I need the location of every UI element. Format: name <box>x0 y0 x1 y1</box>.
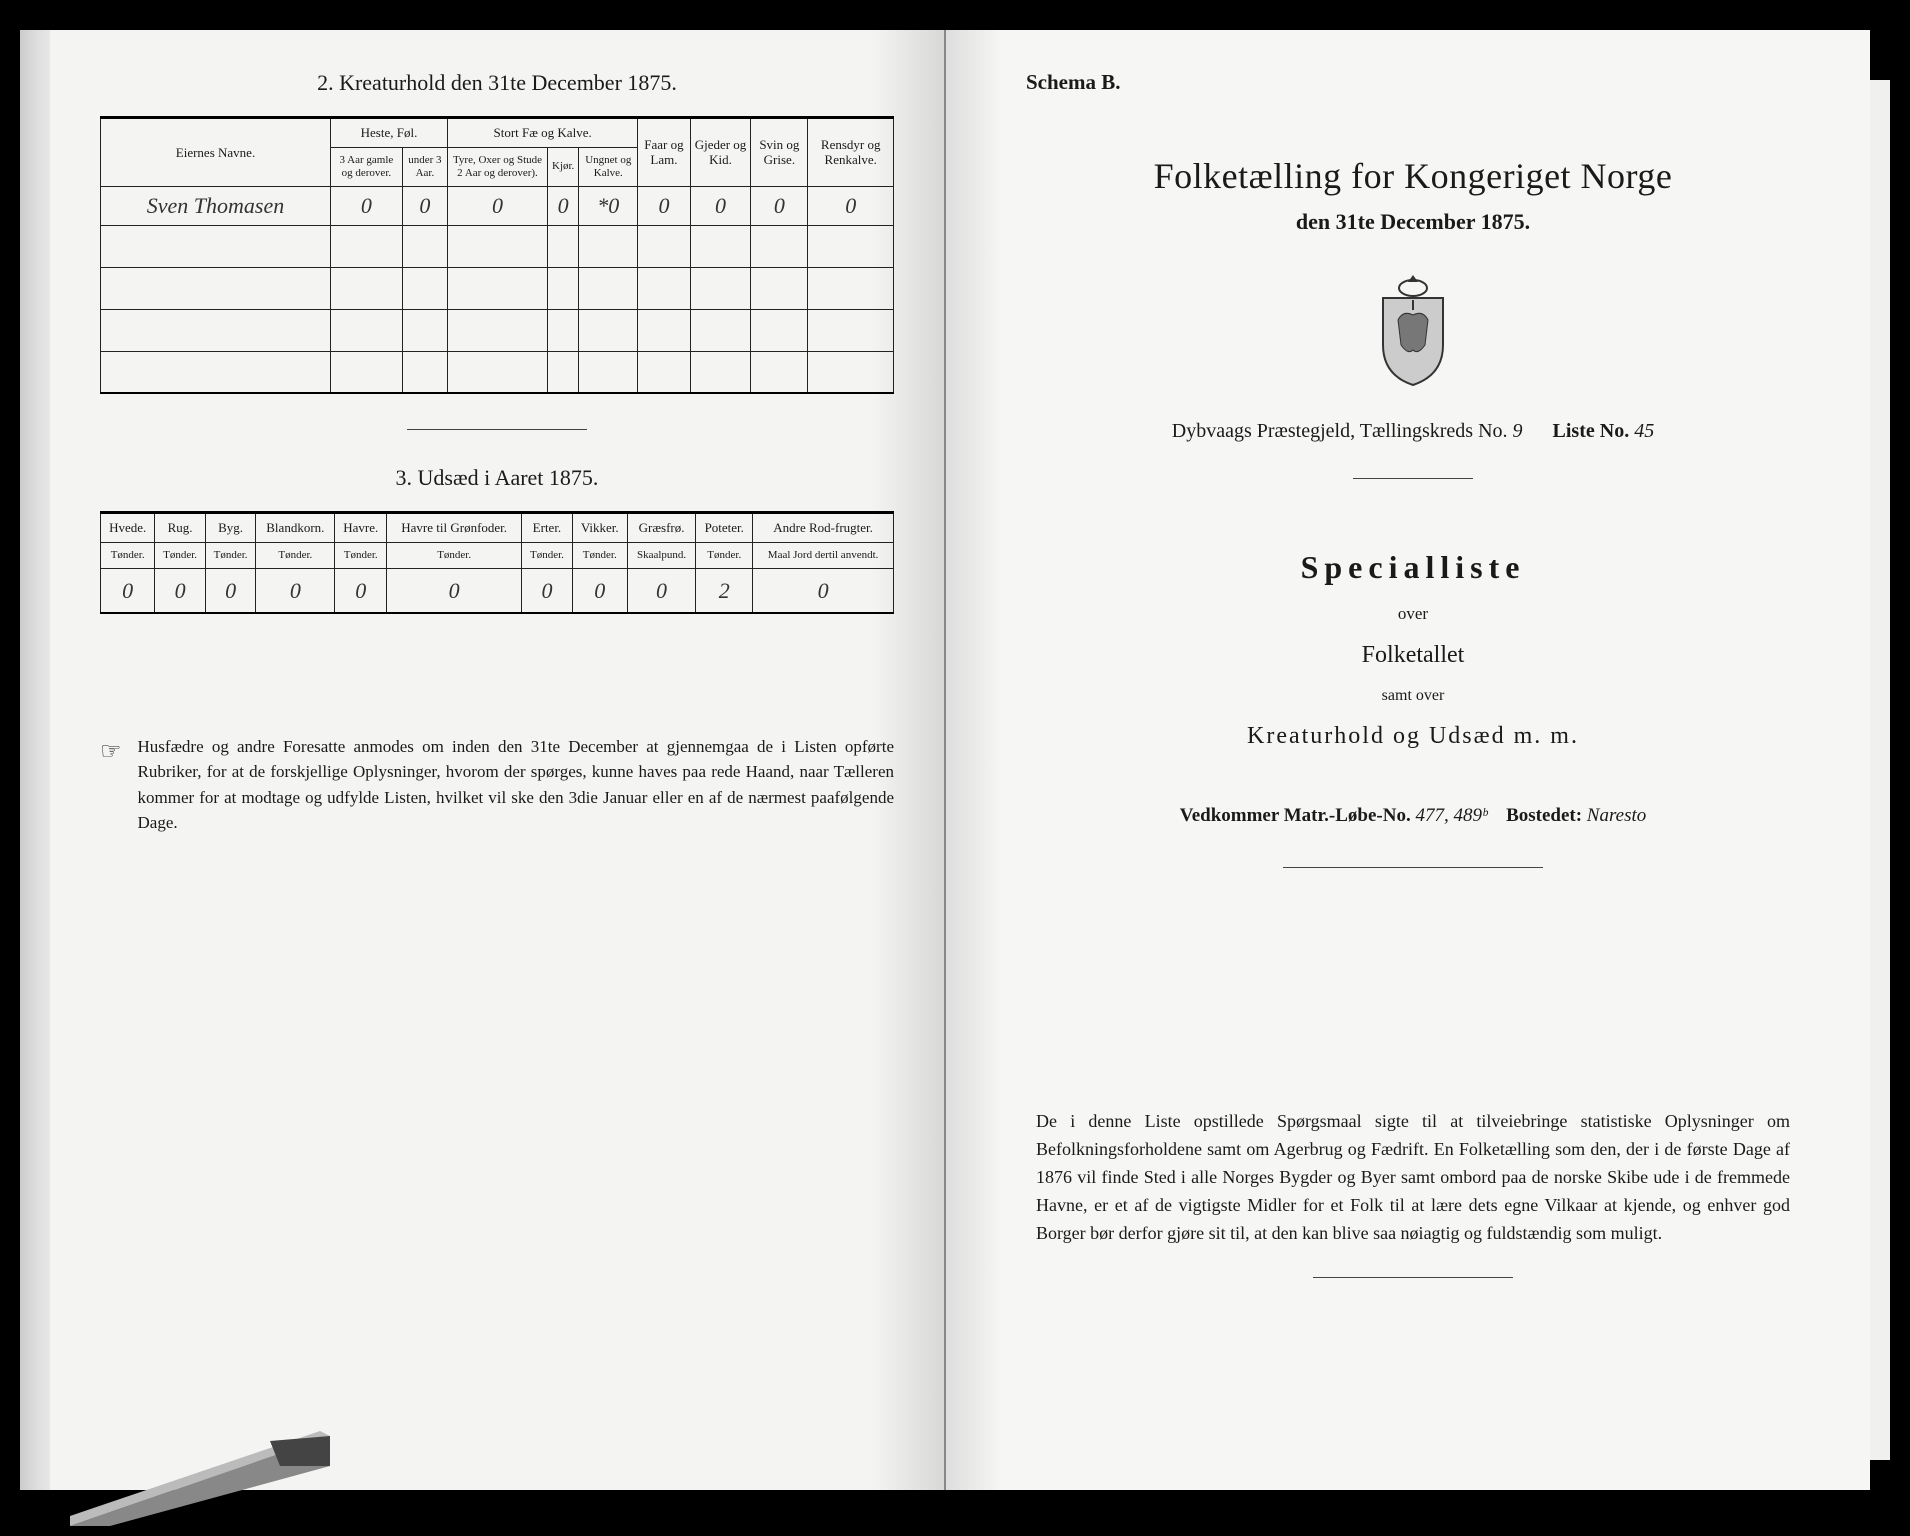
samt-label: samt over <box>1016 687 1810 705</box>
prest-label: Dybvaags Præstegjeld, Tællingskreds No. <box>1172 420 1508 442</box>
coat-of-arms-icon <box>1363 270 1463 390</box>
cell: 0 <box>690 186 751 225</box>
matr-no: 477, 489ᵇ <box>1415 805 1487 826</box>
cell: 0 <box>448 186 548 225</box>
right-footnote: De i denne Liste opstillede Spørgsmaal s… <box>1016 1108 1810 1247</box>
table-row <box>101 225 894 267</box>
udsaed-table: Hvede. Rug. Byg. Blandkorn. Havre. Havre… <box>100 511 894 613</box>
row1-name: Sven Thomasen <box>101 186 331 225</box>
col-stort-b: Kjør. <box>548 147 579 186</box>
col-stort-c: Ungnet og Kalve. <box>579 147 638 186</box>
pen-icon <box>70 1426 330 1526</box>
cell: 0 <box>753 569 894 613</box>
cell: 0 <box>638 186 690 225</box>
main-title: Folketælling for Kongeriget Norge <box>1016 155 1810 197</box>
cell: 0 <box>402 186 447 225</box>
sub: Maal Jord dertil anvendt. <box>753 543 894 569</box>
bostedet: Naresto <box>1587 805 1646 826</box>
divider <box>1353 478 1473 479</box>
folketallet-label: Folketallet <box>1016 642 1810 669</box>
col: Rug. <box>155 513 206 543</box>
col: Andre Rod-frugter. <box>753 513 894 543</box>
divider <box>1283 867 1543 868</box>
liste-label: Liste No. <box>1553 420 1630 442</box>
footnote-text: Husfædre og andre Foresatte anmodes om i… <box>138 734 894 836</box>
divider <box>1313 1277 1513 1278</box>
sub: Tønder. <box>572 543 627 569</box>
col-heste-a: 3 Aar gamle og derover. <box>331 147 403 186</box>
col: Græsfrø. <box>627 513 695 543</box>
sub: Tønder. <box>387 543 522 569</box>
col-stort: Stort Fæ og Kalve. <box>448 118 638 148</box>
col-heste: Heste, Føl. <box>331 118 448 148</box>
sub: Tønder. <box>335 543 387 569</box>
col: Hvede. <box>101 513 155 543</box>
matr-line: Vedkommer Matr.-Løbe-No. 477, 489ᵇ Boste… <box>1016 805 1810 827</box>
col: Poteter. <box>696 513 753 543</box>
sub: Tønder. <box>256 543 335 569</box>
col: Havre til Grønfoder. <box>387 513 522 543</box>
col-stort-a: Tyre, Oxer og Stude 2 Aar og derover). <box>448 147 548 186</box>
cell: 0 <box>387 569 522 613</box>
schema-label: Schema B. <box>1026 70 1810 95</box>
cell: 0 <box>808 186 894 225</box>
bostedet-label: Bostedet: <box>1506 805 1582 826</box>
prestegjeld-line: Dybvaags Præstegjeld, Tællingskreds No. … <box>1016 420 1810 443</box>
kreaturhold-table: Eiernes Navne. Heste, Føl. Stort Fæ og K… <box>100 116 894 394</box>
table-row: 0 0 0 0 0 0 0 0 0 2 0 <box>101 569 894 613</box>
cell: 0 <box>155 569 206 613</box>
col-name: Eiernes Navne. <box>101 118 331 187</box>
sub: Tønder. <box>696 543 753 569</box>
cell: 0 <box>205 569 256 613</box>
matr-label: Vedkommer Matr.-Løbe-No. <box>1180 805 1411 826</box>
table-row: Sven Thomasen 0 0 0 0 *0 0 0 0 0 <box>101 186 894 225</box>
cell: 0 <box>548 186 579 225</box>
udsaed-headers: Hvede. Rug. Byg. Blandkorn. Havre. Havre… <box>101 513 894 543</box>
sub: Tønder. <box>101 543 155 569</box>
sub: Tønder. <box>155 543 206 569</box>
table-row <box>101 351 894 393</box>
section-2-title: 2. Kreaturhold den 31te December 1875. <box>100 70 894 96</box>
left-footnote: ☞ Husfædre og andre Foresatte anmodes om… <box>100 734 894 836</box>
col-svin: Svin og Grise. <box>751 118 808 187</box>
col-faar: Faar og Lam. <box>638 118 690 187</box>
col-gjed: Gjeder og Kid. <box>690 118 751 187</box>
specialliste-title: Specialliste <box>1016 549 1810 586</box>
table-row <box>101 309 894 351</box>
col: Erter. <box>522 513 573 543</box>
right-page: Schema B. Folketælling for Kongeriget No… <box>946 30 1870 1490</box>
sub: Skaalpund. <box>627 543 695 569</box>
prest-no: 9 <box>1513 420 1523 442</box>
col: Blandkorn. <box>256 513 335 543</box>
cell: 0 <box>627 569 695 613</box>
udsaed-sub: Tønder. Tønder. Tønder. Tønder. Tønder. … <box>101 543 894 569</box>
liste-no: 45 <box>1634 420 1654 442</box>
kreaturhold-label: Kreaturhold og Udsæd m. m. <box>1016 723 1810 750</box>
col: Byg. <box>205 513 256 543</box>
section-3-title: 3. Udsæd i Aaret 1875. <box>100 465 894 491</box>
over-label: over <box>1016 604 1810 624</box>
cell: *0 <box>579 186 638 225</box>
left-page: 2. Kreaturhold den 31te December 1875. E… <box>50 30 946 1490</box>
divider <box>407 429 587 430</box>
cell: 0 <box>335 569 387 613</box>
sub: Tønder. <box>522 543 573 569</box>
cell: 0 <box>751 186 808 225</box>
cell: 0 <box>101 569 155 613</box>
table-row <box>101 267 894 309</box>
book-spread: 2. Kreaturhold den 31te December 1875. E… <box>50 30 1870 1490</box>
cell: 2 <box>696 569 753 613</box>
col: Vikker. <box>572 513 627 543</box>
pointing-hand-icon: ☞ <box>100 734 122 836</box>
col: Havre. <box>335 513 387 543</box>
cell: 0 <box>331 186 403 225</box>
cell: 0 <box>522 569 573 613</box>
cell: 0 <box>256 569 335 613</box>
date-line: den 31te December 1875. <box>1016 209 1810 235</box>
col-ren: Rensdyr og Renkalve. <box>808 118 894 187</box>
col-heste-b: under 3 Aar. <box>402 147 447 186</box>
sub: Tønder. <box>205 543 256 569</box>
cell: 0 <box>572 569 627 613</box>
